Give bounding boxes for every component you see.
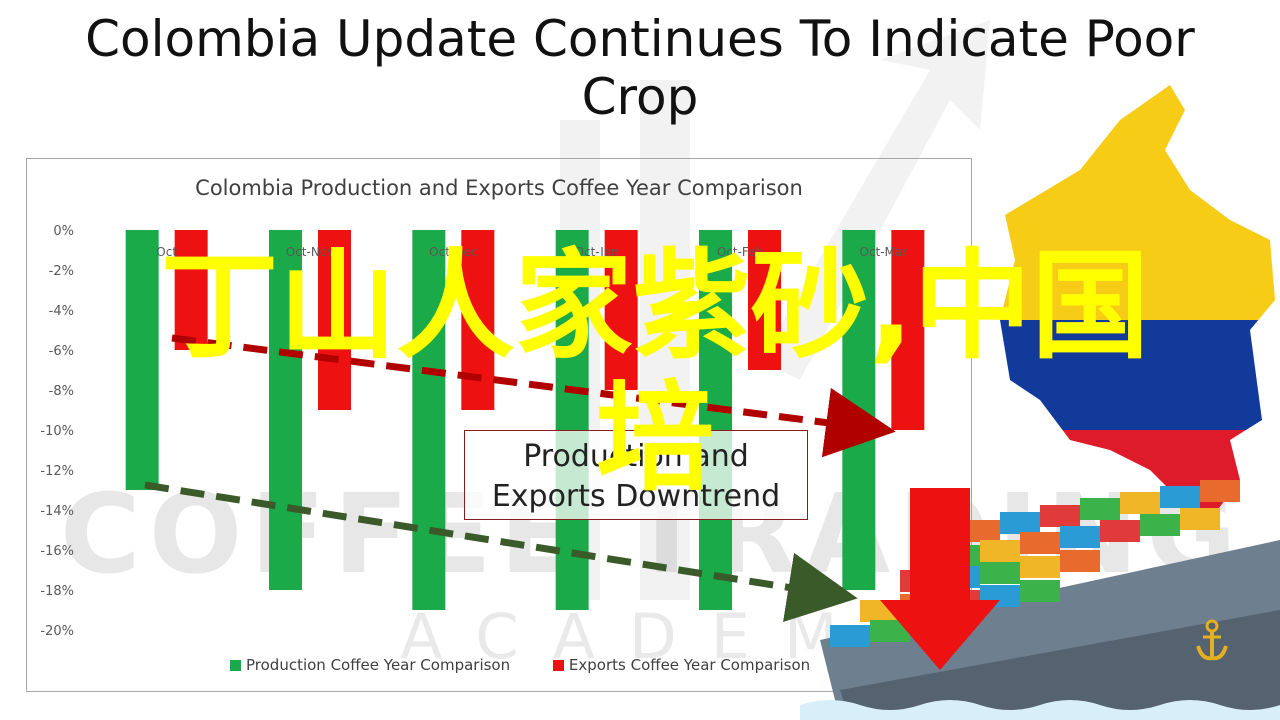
y-tick-label: -8% [49,384,74,399]
bar-exports [604,230,638,390]
x-category-label: Oct [156,245,177,259]
bar-production [555,230,589,610]
legend-label-exports: Exports Coffee Year Comparison [568,656,811,674]
y-tick-label: -12% [40,464,74,479]
y-tick-label: -4% [49,304,74,319]
y-tick-label: -16% [40,544,74,559]
legend-label-production: Production Coffee Year Comparison [246,656,511,674]
overlay-caption-line-1: 丁山人家紫砂,中国 [160,237,1150,375]
chart-frame [26,158,972,692]
bar-exports [174,230,208,350]
y-tick-label: -18% [40,584,74,599]
bar-production [699,230,732,610]
bar-production [125,230,159,490]
annotation-line-1: Production and [523,439,749,474]
x-category-label: Oct-Dec [429,245,477,259]
annotation-line-2: Exports Downtrend [491,479,781,514]
legend-item-production: Production Coffee Year Comparison [230,656,510,674]
chart-legend: Production Coffee Year Comparison Export… [230,656,848,675]
legend-swatch-production [230,659,241,671]
bar-production [269,230,302,590]
y-tick-label: -6% [49,344,74,359]
legend-swatch-exports [552,659,564,671]
bar-production [412,230,446,610]
overlay-caption: 丁山人家紫砂,中国 培 [40,240,1270,504]
overlay-caption-line-2: 培 [595,369,714,507]
trend-annotation-box: Production and Exports Downtrend [464,430,808,520]
x-category-label: Oct-Jan [575,245,619,259]
chart-title: Colombia Production and Exports Coffee Y… [195,176,803,200]
big-red-down-arrow [880,488,1000,670]
y-tick-label: -20% [40,624,74,639]
y-tick-label: 0% [53,224,74,239]
bar-exports [891,230,925,430]
legend-item-exports: Exports Coffee Year Comparison [552,656,811,674]
anchor-icon [1196,619,1228,661]
y-tick-label: -10% [40,424,74,439]
x-category-label: Oct-Feb [717,245,763,259]
production-downtrend-arrow [144,481,858,622]
x-category-label: Oct-Nov [286,245,335,259]
x-category-label: Oct-Mar [859,245,907,259]
y-tick-label: -2% [49,264,74,279]
bar-exports [318,230,351,410]
bar-exports [748,230,781,370]
y-tick-label: -14% [40,504,74,519]
exports-downtrend-arrow [171,334,896,458]
slide-title: Colombia Update Continues To Indicate Po… [85,10,1195,126]
